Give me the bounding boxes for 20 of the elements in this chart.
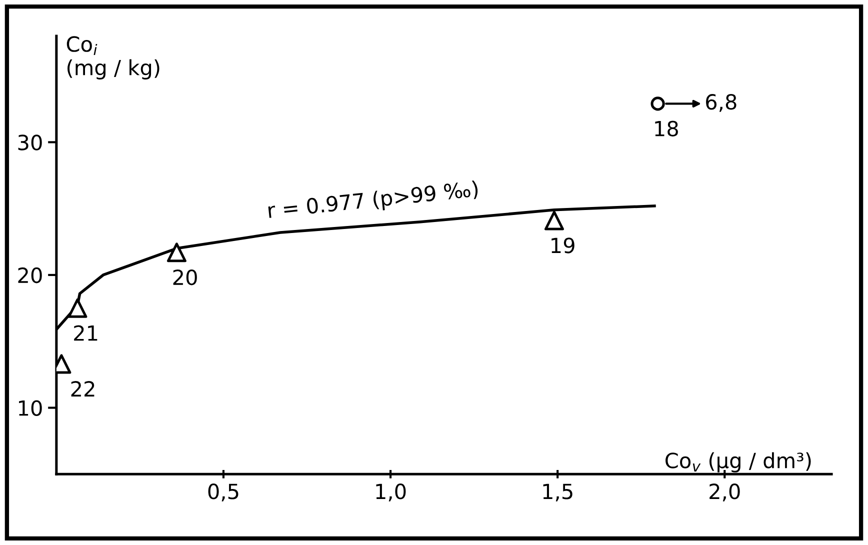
point <box>166 242 186 262</box>
annotation: r = 0.977 (p>99 ‰) <box>268 180 479 222</box>
x-axis-title: Co$_{v}$ (µg / dm³) <box>666 452 811 472</box>
annotation: 19 <box>552 238 574 254</box>
annotation: 20 <box>173 269 197 286</box>
point <box>650 96 665 111</box>
point <box>68 298 88 318</box>
y-axis-title: Co$_{i}$ (mg / kg) <box>66 36 160 80</box>
y-tick-label: 10 <box>19 400 42 416</box>
y-tick-label: 20 <box>18 267 42 284</box>
annotation: 21 <box>74 325 98 341</box>
y-tick-label: 30 <box>18 134 42 150</box>
x-tick-label: 1,0 <box>376 484 406 502</box>
x-tick-label: 2,0 <box>710 484 740 502</box>
x-tick-label: 1,5 <box>543 484 572 502</box>
annotation: 6,8 <box>706 94 736 112</box>
annotation: 18 <box>655 120 678 136</box>
annotation: 22 <box>71 380 94 396</box>
point <box>544 210 564 230</box>
x-tick-label: 0,5 <box>208 484 238 502</box>
